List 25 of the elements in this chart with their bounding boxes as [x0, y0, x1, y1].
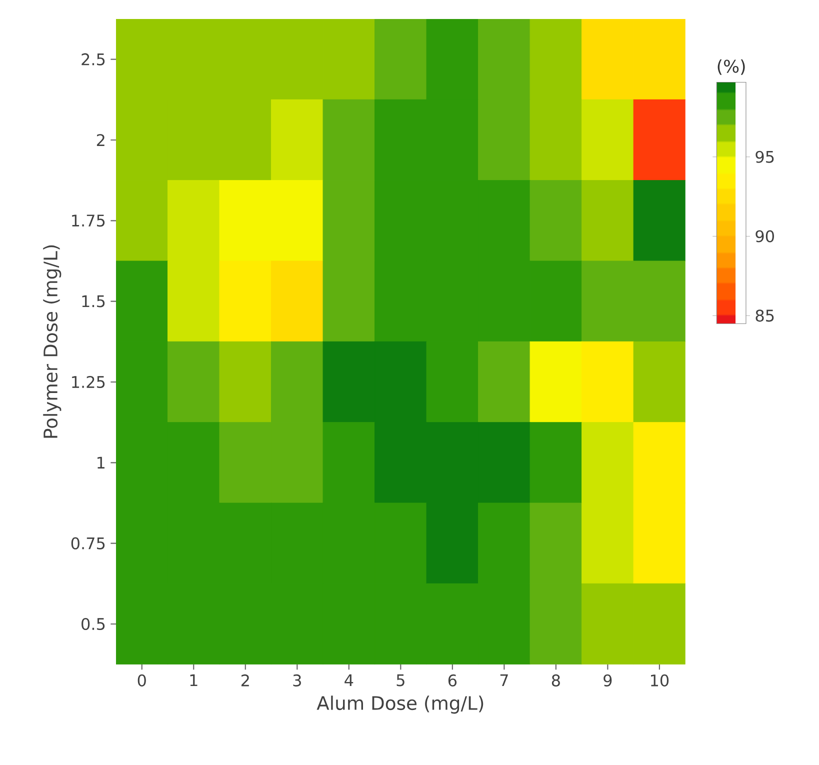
y-tick-label: 1.5	[82, 295, 105, 308]
color-bar-label: 95	[756, 150, 774, 163]
color-bar-label: 85	[756, 310, 774, 322]
x-tick-label: 5	[396, 674, 404, 686]
y-axis-title: Polymer Dose (mg/L)	[43, 245, 62, 438]
y-tick-label: 1.25	[72, 376, 105, 388]
y-tick-label: 1.75	[72, 214, 105, 227]
x-tick-label: 3	[293, 674, 301, 686]
y-tick-label: 1	[98, 456, 104, 468]
x-tick-label: 1	[190, 674, 198, 686]
color-bar-label: 90	[756, 230, 774, 242]
y-tick-label: 0.5	[82, 618, 105, 630]
y-tick-label: 0.75	[71, 537, 105, 550]
x-tick-label: 8	[552, 674, 560, 686]
x-tick-label: 10	[651, 674, 669, 686]
x-tick-label: 9	[604, 674, 612, 686]
x-axis-title: Alum Dose (mg/L)	[316, 696, 484, 714]
y-tick-label: 2	[96, 134, 104, 146]
x-tick-label: 0	[138, 674, 146, 686]
x-tick-label: 7	[500, 674, 508, 686]
y-tick-label: 2.5	[82, 53, 105, 66]
x-tick-label: 4	[344, 674, 354, 686]
color-bar-title: (%)	[718, 59, 745, 75]
x-tick-label: 6	[448, 674, 457, 686]
x-tick-label: 2	[241, 674, 249, 686]
